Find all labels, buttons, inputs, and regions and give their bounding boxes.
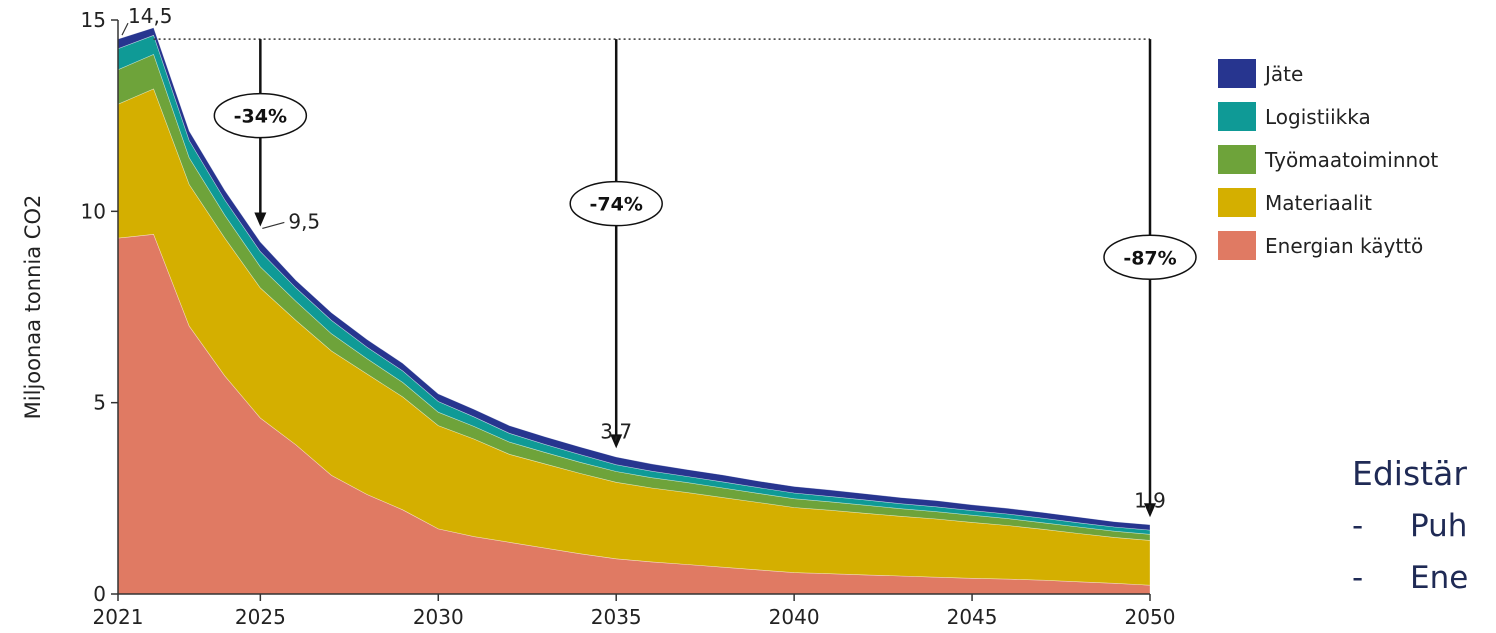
side-bullet-2: - Ene — [1352, 560, 1469, 596]
legend-swatch — [1218, 231, 1256, 260]
legend-item-jate: Jäte — [1218, 52, 1438, 95]
point-label: 1,9 — [1134, 488, 1166, 512]
side-bullet-1: - Puh — [1352, 508, 1468, 544]
point-label-leader — [262, 221, 285, 230]
side-heading: Edistär — [1352, 454, 1467, 493]
y-tick-label: 10 — [81, 199, 106, 223]
legend-item-tyomaatoiminnot: Työmaatoiminnot — [1218, 138, 1438, 181]
reduction-arrow-head — [1144, 503, 1156, 518]
reduction-label: -87% — [1123, 247, 1176, 269]
legend-label: Materiaalit — [1265, 190, 1372, 215]
legend-swatch — [1218, 145, 1256, 174]
point-label: 3,7 — [600, 419, 632, 443]
legend-item-logistiikka: Logistiikka — [1218, 95, 1438, 138]
reduction-badge — [1103, 234, 1197, 281]
legend-label: Energian käyttö — [1265, 233, 1424, 258]
x-tick-label: 2030 — [413, 605, 464, 629]
y-tick-label: 15 — [81, 8, 106, 32]
point-label: 14,5 — [128, 4, 173, 28]
x-tick-label: 2045 — [947, 605, 998, 629]
y-ticks: 0 5 10 15 — [81, 8, 118, 606]
y-axis-label: Miljoonaa tonnia CO2 — [21, 195, 45, 420]
reduction-label: -34% — [234, 106, 287, 128]
axes — [117, 20, 1150, 595]
area-jate — [117, 27, 1151, 531]
reduction-label: -74% — [590, 194, 643, 216]
point-labels: 14,5 9,5 3,7 1,9 — [121, 4, 1166, 512]
x-tick-label: 2035 — [591, 605, 642, 629]
reduction-badge — [569, 180, 663, 227]
x-tick-label: 2025 — [235, 605, 286, 629]
legend-label: Työmaatoiminnot — [1265, 147, 1439, 172]
legend-swatch — [1218, 188, 1256, 217]
side-text: Edistär - Puh - Ene — [1352, 448, 1468, 604]
legend-item-materiaalit: Materiaalit — [1218, 181, 1438, 224]
y-tick-label: 0 — [93, 582, 106, 606]
x-ticks: 2021 2025 2030 2035 2040 2045 2050 — [93, 594, 1176, 629]
y-tick-label: 5 — [93, 391, 106, 415]
legend-swatch — [1218, 59, 1256, 88]
side-bullet-text: Puh — [1410, 508, 1468, 544]
legend: Jäte Logistiikka Työmaatoiminnot Materiaali… — [1218, 52, 1438, 267]
legend-label: Jäte — [1265, 61, 1304, 86]
legend-swatch — [1218, 102, 1256, 131]
point-label: 9,5 — [288, 209, 320, 233]
reduction-arrow-head — [254, 212, 267, 227]
legend-label: Logistiikka — [1265, 104, 1371, 129]
legend-item-energian-kaytto: Energian käyttö — [1218, 224, 1438, 267]
reduction-badge — [213, 92, 308, 139]
reduction-arrow-head — [610, 434, 623, 449]
side-bullet-text: Ene — [1410, 560, 1469, 596]
x-tick-label: 2021 — [93, 605, 144, 629]
point-label-leader — [121, 22, 129, 36]
reduction-arrows: -34% -74% -87% — [213, 39, 1197, 518]
x-tick-label: 2050 — [1125, 605, 1176, 629]
x-tick-label: 2040 — [769, 605, 820, 629]
